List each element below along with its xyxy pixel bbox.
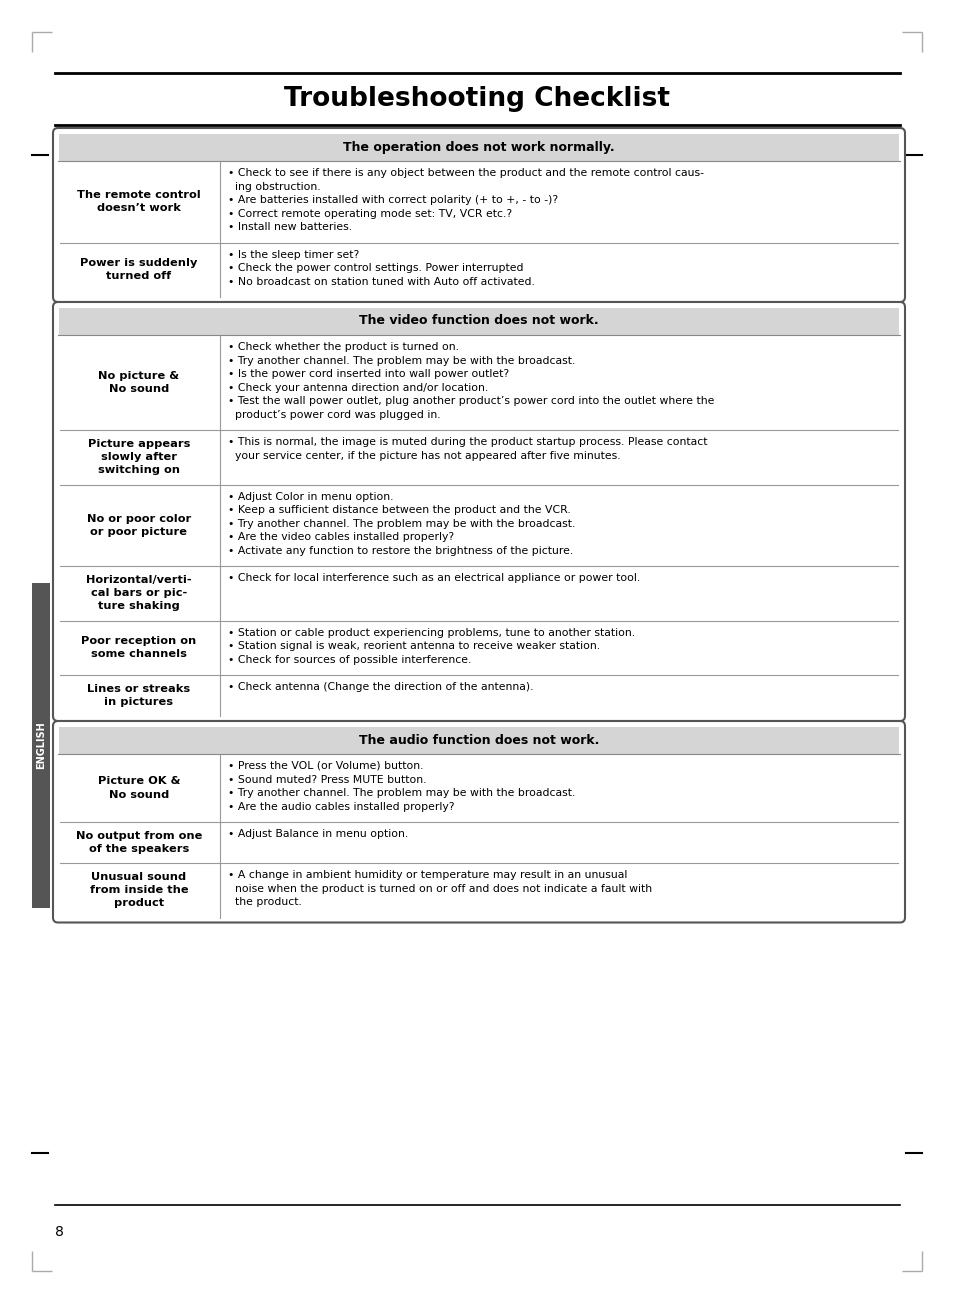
- Text: • Adjust Color in menu option.
• Keep a sufficient distance between the product : • Adjust Color in menu option. • Keep a …: [228, 491, 575, 556]
- Text: The audio function does not work.: The audio function does not work.: [358, 734, 598, 747]
- Text: Power is suddenly
turned off: Power is suddenly turned off: [80, 258, 197, 281]
- Text: 8: 8: [55, 1225, 64, 1239]
- Text: Lines or streaks
in pictures: Lines or streaks in pictures: [88, 684, 191, 708]
- Text: • This is normal, the image is muted during the product startup process. Please : • This is normal, the image is muted dur…: [228, 437, 707, 460]
- FancyBboxPatch shape: [53, 721, 904, 923]
- Bar: [59, 727, 898, 754]
- Text: • Adjust Balance in menu option.: • Adjust Balance in menu option.: [228, 829, 408, 839]
- Text: • Is the sleep timer set?
• Check the power control settings. Power interrupted
: • Is the sleep timer set? • Check the po…: [228, 249, 535, 287]
- Text: • Check whether the product is turned on.
• Try another channel. The problem may: • Check whether the product is turned on…: [228, 341, 714, 420]
- Bar: [59, 133, 898, 162]
- Text: The video function does not work.: The video function does not work.: [359, 314, 598, 327]
- Text: • Check to see if there is any object between the product and the remote control: • Check to see if there is any object be…: [228, 168, 703, 232]
- Text: No or poor color
or poor picture: No or poor color or poor picture: [87, 513, 191, 537]
- Text: Picture OK &
No sound: Picture OK & No sound: [97, 777, 180, 800]
- Bar: [32, 582, 50, 908]
- Text: • Check antenna (Change the direction of the antenna).: • Check antenna (Change the direction of…: [228, 681, 533, 692]
- Text: Poor reception on
some channels: Poor reception on some channels: [81, 636, 196, 659]
- Text: Picture appears
slowly after
switching on: Picture appears slowly after switching o…: [88, 439, 190, 476]
- Text: The remote control
doesn’t work: The remote control doesn’t work: [77, 190, 201, 214]
- Text: The operation does not work normally.: The operation does not work normally.: [343, 141, 614, 154]
- Text: • Check for local interference such as an electrical appliance or power tool.: • Check for local interference such as a…: [228, 573, 639, 582]
- Text: • A change in ambient humidity or temperature may result in an unusual
  noise w: • A change in ambient humidity or temper…: [228, 870, 652, 907]
- Text: Horizontal/verti-
cal bars or pic-
ture shaking: Horizontal/verti- cal bars or pic- ture …: [86, 575, 192, 611]
- Bar: [59, 308, 898, 335]
- FancyBboxPatch shape: [53, 128, 904, 302]
- FancyBboxPatch shape: [53, 302, 904, 721]
- Text: No output from one
of the speakers: No output from one of the speakers: [75, 831, 202, 853]
- Text: • Press the VOL (or Volume) button.
• Sound muted? Press MUTE button.
• Try anot: • Press the VOL (or Volume) button. • So…: [228, 761, 575, 812]
- Text: No picture &
No sound: No picture & No sound: [98, 371, 179, 394]
- Text: ENGLISH: ENGLISH: [36, 722, 46, 769]
- Text: • Station or cable product experiencing problems, tune to another station.
• Sta: • Station or cable product experiencing …: [228, 628, 635, 665]
- Text: Troubleshooting Checklist: Troubleshooting Checklist: [284, 86, 669, 112]
- Text: Unusual sound
from inside the
product: Unusual sound from inside the product: [90, 872, 188, 908]
